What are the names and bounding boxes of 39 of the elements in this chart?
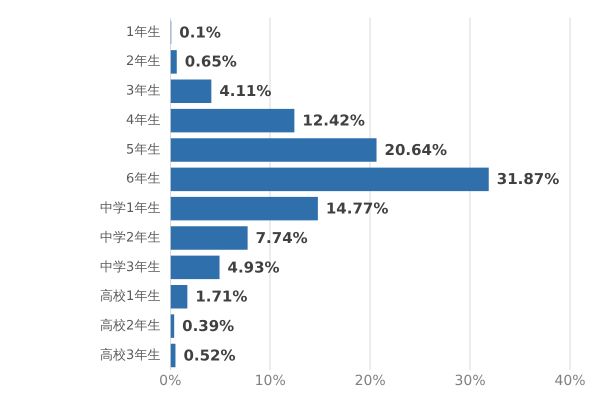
bar: [170, 138, 377, 162]
y-tick-label: 5年生: [126, 142, 160, 158]
y-tick-label: 1年生: [126, 24, 160, 40]
y-tick-label: 高校3年生: [100, 346, 160, 363]
x-tick-label: 30%: [454, 373, 486, 390]
data-label: 31.87%: [496, 170, 560, 188]
y-tick-label: 3年生: [126, 84, 160, 99]
data-label: 0.52%: [183, 346, 236, 364]
data-label: 4.11%: [219, 82, 272, 100]
data-label: 0.39%: [182, 317, 234, 336]
data-label: 14.77%: [326, 200, 388, 218]
y-tick-label: 中学3年生: [100, 260, 160, 275]
y-tick-label: 2年生: [126, 54, 160, 70]
data-label: 7.74%: [256, 228, 308, 247]
x-tick-label: 20%: [354, 373, 386, 390]
data-label: 0.1%: [179, 23, 221, 42]
y-tick-label: 高校2年生: [100, 318, 160, 334]
data-label: 1.71%: [195, 288, 248, 306]
bar: [170, 226, 248, 250]
data-label: 0.65%: [184, 52, 237, 71]
y-tick-label: 高校1年生: [100, 288, 160, 304]
data-label: 4.93%: [228, 258, 280, 276]
bar: [170, 285, 188, 309]
x-tick-label: 10%: [254, 373, 286, 390]
bar: [170, 256, 220, 280]
data-label: 12.42%: [302, 111, 365, 130]
x-tick-label: 40%: [554, 373, 586, 390]
bar: [170, 79, 212, 103]
bar: [170, 50, 177, 74]
bar: [170, 168, 489, 192]
bar: [170, 108, 294, 132]
x-tick-label: 0%: [159, 373, 182, 390]
y-tick-label: 6年生: [126, 172, 160, 187]
data-label: 20.64%: [384, 140, 448, 159]
bar: [170, 344, 176, 368]
bar: [170, 196, 318, 220]
y-tick-label: 中学2年生: [100, 230, 160, 246]
y-tick-label: 4年生: [126, 112, 160, 128]
y-tick-label: 中学1年生: [100, 201, 160, 216]
